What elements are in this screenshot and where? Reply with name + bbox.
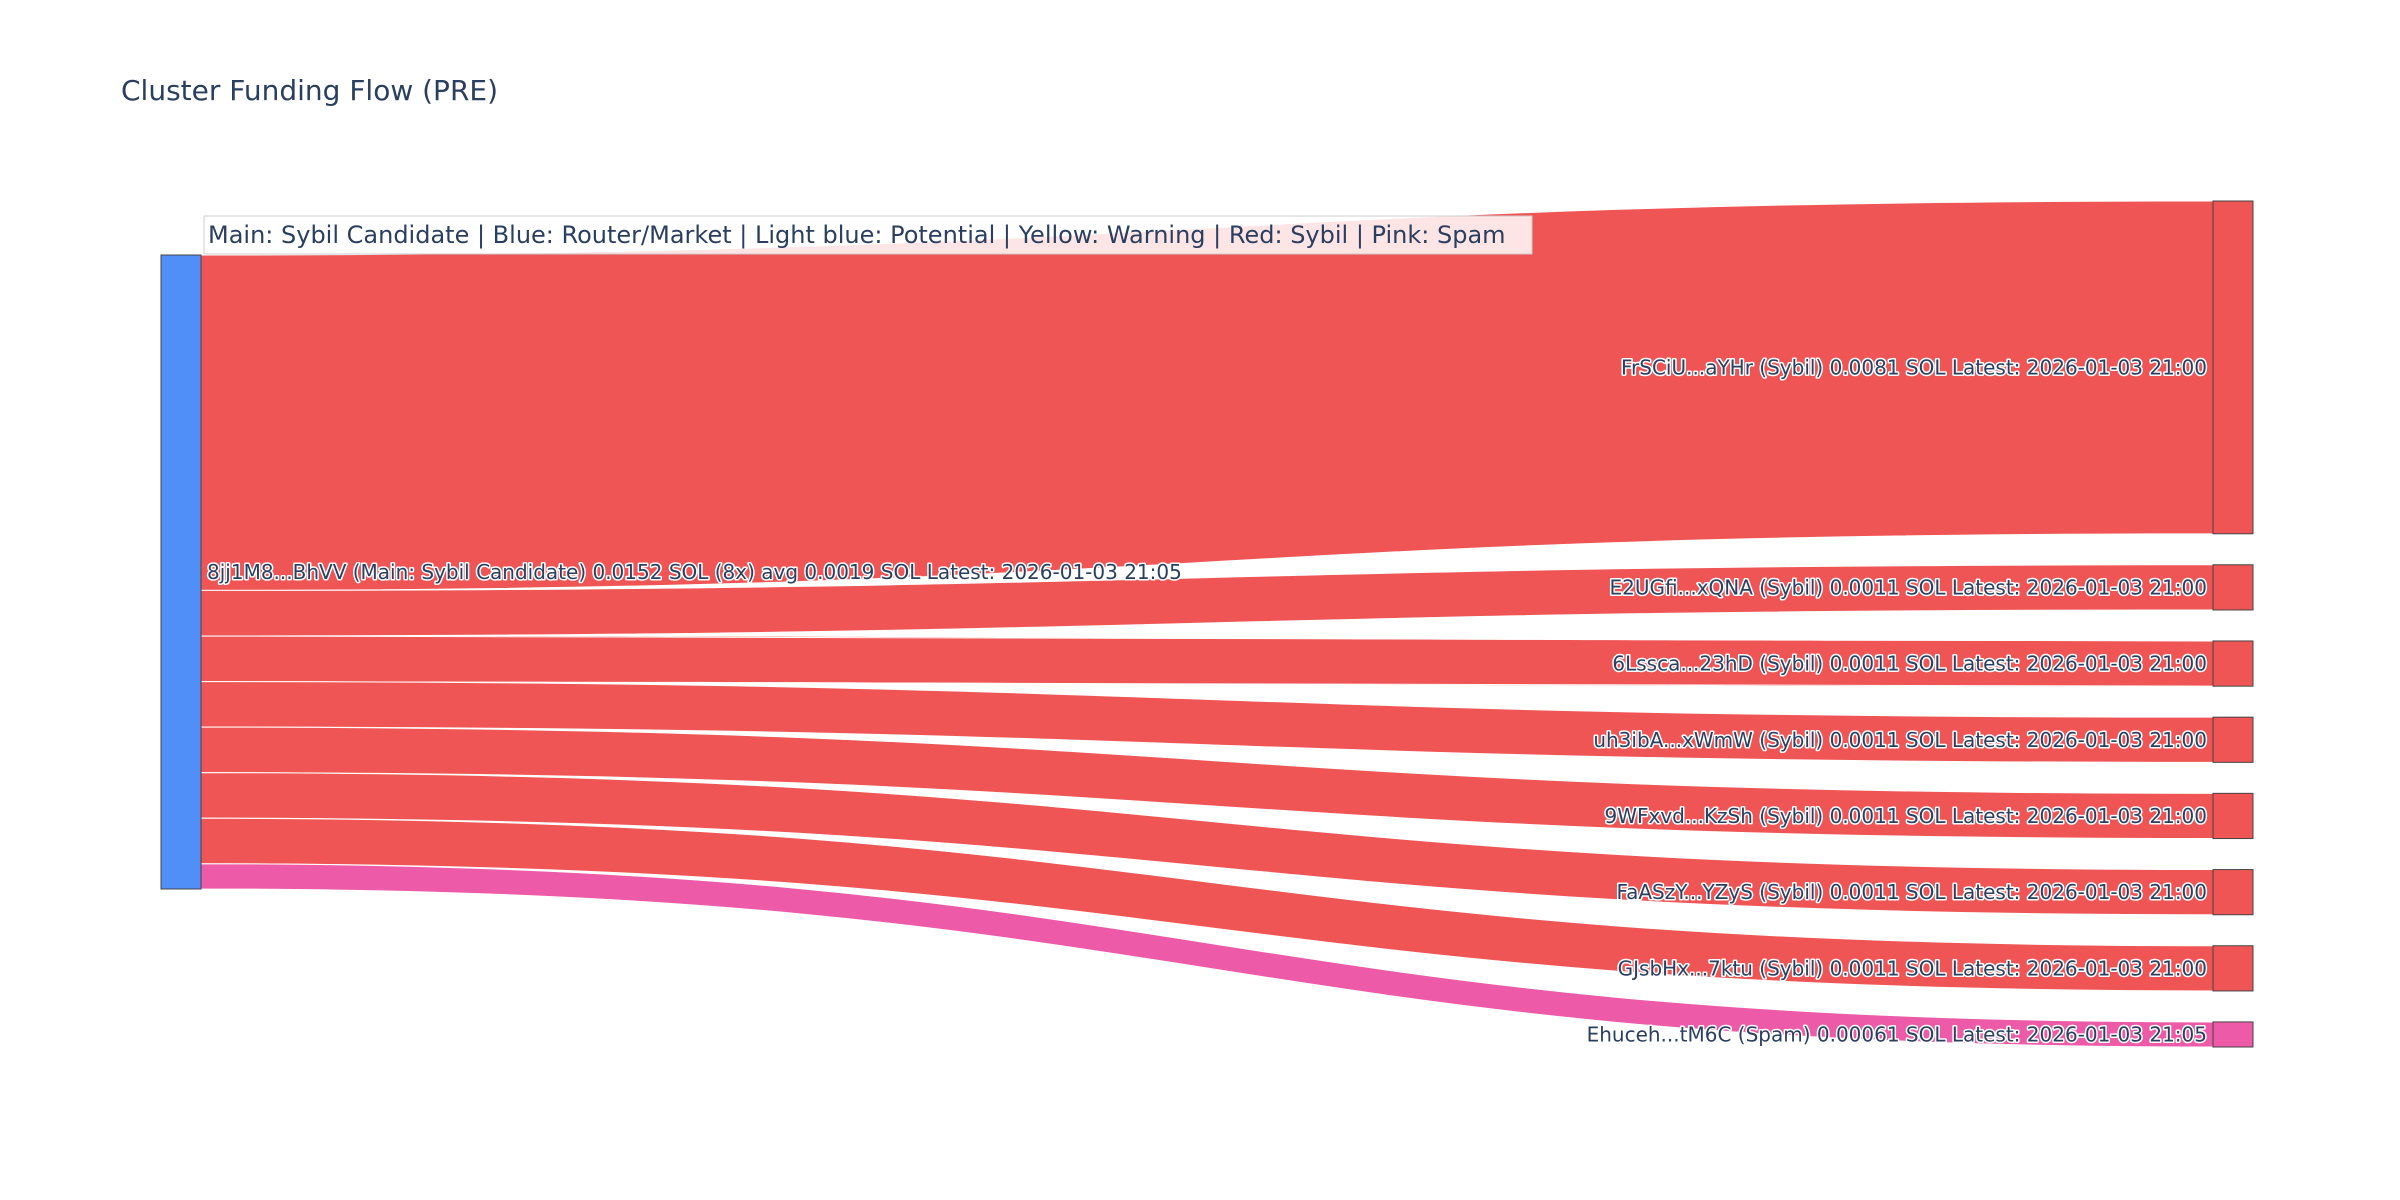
target-node-3: [2212, 716, 2254, 763]
target-node-2: [2212, 640, 2254, 687]
sankey-labels: 8jj1M8...BhVV (Main: Sybil Candidate) 0.…: [206, 354, 2209, 1048]
target-node-label-7: Ehuceh...tM6C (Spam) 0.00061 SOL Latest:…: [1587, 1022, 2207, 1046]
target-node-label-3: uh3ibA...xWmW (Sybil) 0.0011 SOL Latest:…: [1593, 728, 2207, 752]
target-node-1: [2212, 564, 2254, 611]
target-node-label-4: 9WFxvd...KzSh (Sybil) 0.0011 SOL Latest:…: [1605, 804, 2208, 828]
chart-annotation: Main: Sybil Candidate | Blue: Router/Mar…: [208, 221, 1506, 249]
source-node-label: 8jj1M8...BhVV (Main: Sybil Candidate) 0.…: [207, 560, 1182, 584]
target-node-0: [2212, 200, 2254, 535]
source-node: [160, 254, 202, 890]
target-node-label-0: FrSCiU...aYHr (Sybil) 0.0081 SOL Latest:…: [1621, 355, 2207, 379]
sankey-link-0: [200, 200, 2214, 591]
target-node-4: [2212, 792, 2254, 840]
target-node-label-5: FaASzY...YZyS (Sybil) 0.0011 SOL Latest:…: [1616, 880, 2207, 904]
target-node-label-2: 6Lssca...23hD (Sybil) 0.0011 SOL Latest:…: [1612, 652, 2207, 676]
target-node-6: [2212, 945, 2254, 992]
sankey-links: [200, 200, 2214, 1048]
target-node-5: [2212, 869, 2254, 916]
target-node-7: [2212, 1021, 2254, 1048]
target-node-label-6: GJsbHx...7ktu (Sybil) 0.0011 SOL Latest:…: [1618, 956, 2207, 980]
annotation-background: [203, 215, 1533, 255]
sankey-nodes: [160, 200, 2254, 1048]
chart-title: Cluster Funding Flow (PRE): [121, 74, 498, 107]
target-node-label-1: E2UGfi...xQNA (Sybil) 0.0011 SOL Latest:…: [1610, 575, 2207, 599]
